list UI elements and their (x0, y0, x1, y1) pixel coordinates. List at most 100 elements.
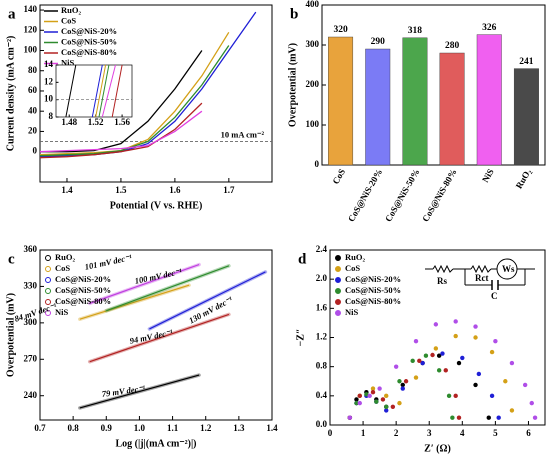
x-tick-label: 1.0 (134, 423, 146, 433)
y-tick-label: 80 (28, 65, 38, 75)
data-point (397, 400, 402, 406)
x-tick-label: 1.3 (233, 423, 245, 433)
y-tick-label: 1.2 (316, 332, 328, 342)
data-point (377, 386, 382, 391)
legend-swatch (335, 266, 341, 272)
plot-frame (55, 64, 133, 118)
y-tick-label: 10 (44, 94, 54, 104)
data-point (436, 368, 442, 373)
legend-label: CoS@NiS-80% (61, 47, 117, 57)
x-tick-label: NiS (480, 167, 496, 184)
data-point (380, 397, 386, 402)
series-line (79, 284, 190, 320)
data-point (509, 360, 515, 366)
data-point (354, 400, 359, 406)
series-line (39, 11, 257, 158)
data-point (393, 364, 399, 369)
y-tick-label: 8 (49, 111, 54, 121)
bar-value-label: 318 (408, 26, 423, 36)
data-point (476, 371, 482, 377)
y-tick-label: 100 (306, 119, 320, 129)
data-point (493, 338, 498, 344)
data-point (357, 400, 362, 406)
data-point (440, 351, 445, 356)
data-point (370, 386, 376, 391)
y-axis-label: Overpotential (mV) (5, 293, 16, 377)
y-tick-label: 20 (28, 125, 38, 135)
x-tick-label: 4 (460, 428, 465, 438)
x-tick-label: 1.4 (266, 423, 278, 433)
data-point (503, 379, 508, 384)
data-point (489, 349, 495, 355)
data-point (357, 393, 362, 399)
bar-value-label: 241 (519, 57, 534, 67)
x-tick-label: CoS (330, 167, 347, 186)
panel-label: b (290, 6, 298, 22)
legend-swatch (45, 255, 51, 261)
plot-frame (39, 4, 273, 183)
legend-label: NiS (61, 57, 75, 67)
y-tick-label: 12 (44, 76, 54, 86)
legend-swatch (45, 277, 51, 283)
y-tick-label: 60 (28, 85, 38, 95)
legend-label: CoS@NiS-20% (55, 274, 111, 284)
data-point (367, 393, 372, 399)
data-point (473, 382, 478, 388)
y-tick-label: 300 (306, 39, 320, 49)
y-tick-label: 0 (315, 159, 320, 169)
legend-label: RuO₂ (61, 5, 81, 15)
series-line (95, 64, 107, 118)
legend-swatch (335, 277, 341, 283)
data-point (453, 333, 458, 339)
x-axis-label: Potential (V vs. RHE) (110, 200, 203, 211)
y-tick-label: 0 (33, 146, 38, 156)
x-tick-label: 1.4 (61, 185, 73, 195)
y-tick-label: 40 (28, 105, 38, 115)
legend-swatch (45, 310, 51, 316)
data-point (384, 408, 389, 413)
legend-swatch (335, 310, 341, 316)
data-point (450, 415, 455, 420)
x-tick-label: 1.56 (114, 117, 130, 127)
data-point (413, 338, 419, 344)
data-point (374, 399, 379, 404)
circuit-label: Rct (475, 273, 489, 283)
series-line (79, 374, 200, 409)
series-line (65, 64, 77, 118)
bar-value-label: 326 (482, 23, 497, 33)
data-point (347, 415, 353, 420)
x-axis-label: Log (|j|(mA cm⁻²)|) (116, 438, 197, 449)
legend-label: CoS@NiS-50% (61, 36, 117, 46)
data-point (532, 415, 538, 420)
x-tick-label: 1.48 (61, 117, 77, 127)
data-point (473, 335, 478, 340)
data-point (496, 415, 501, 420)
x-tick-label: 1.7 (223, 185, 235, 195)
legend-label: CoS@NiS-80% (55, 296, 111, 306)
data-point (410, 358, 415, 364)
panel-label: c (8, 251, 15, 267)
legend-label: RuO₂ (345, 252, 365, 262)
y-tick-label: 300 (24, 317, 38, 327)
panel-label: d (298, 251, 307, 267)
bar (439, 52, 465, 166)
data-point (489, 393, 495, 399)
x-tick-label: CoS@NiS-20% (346, 167, 384, 223)
x-axis-label: Z′ (Ω) (424, 443, 451, 454)
circuit-label: Ws (502, 264, 515, 274)
x-tick-label: 0.7 (34, 423, 46, 433)
plot-frame (321, 4, 546, 166)
data-point (460, 355, 465, 361)
y-tick-label: 1.6 (316, 302, 328, 312)
bar (328, 36, 354, 166)
slope-label: 101 mV dec⁻¹ (84, 252, 133, 272)
data-point (417, 358, 422, 364)
data-point (384, 393, 389, 399)
bar (476, 34, 502, 166)
bar (402, 37, 428, 166)
y-tick-label: 360 (24, 244, 38, 254)
data-point (522, 382, 528, 388)
bar-value-label: 280 (445, 41, 460, 51)
series-line (91, 64, 103, 118)
